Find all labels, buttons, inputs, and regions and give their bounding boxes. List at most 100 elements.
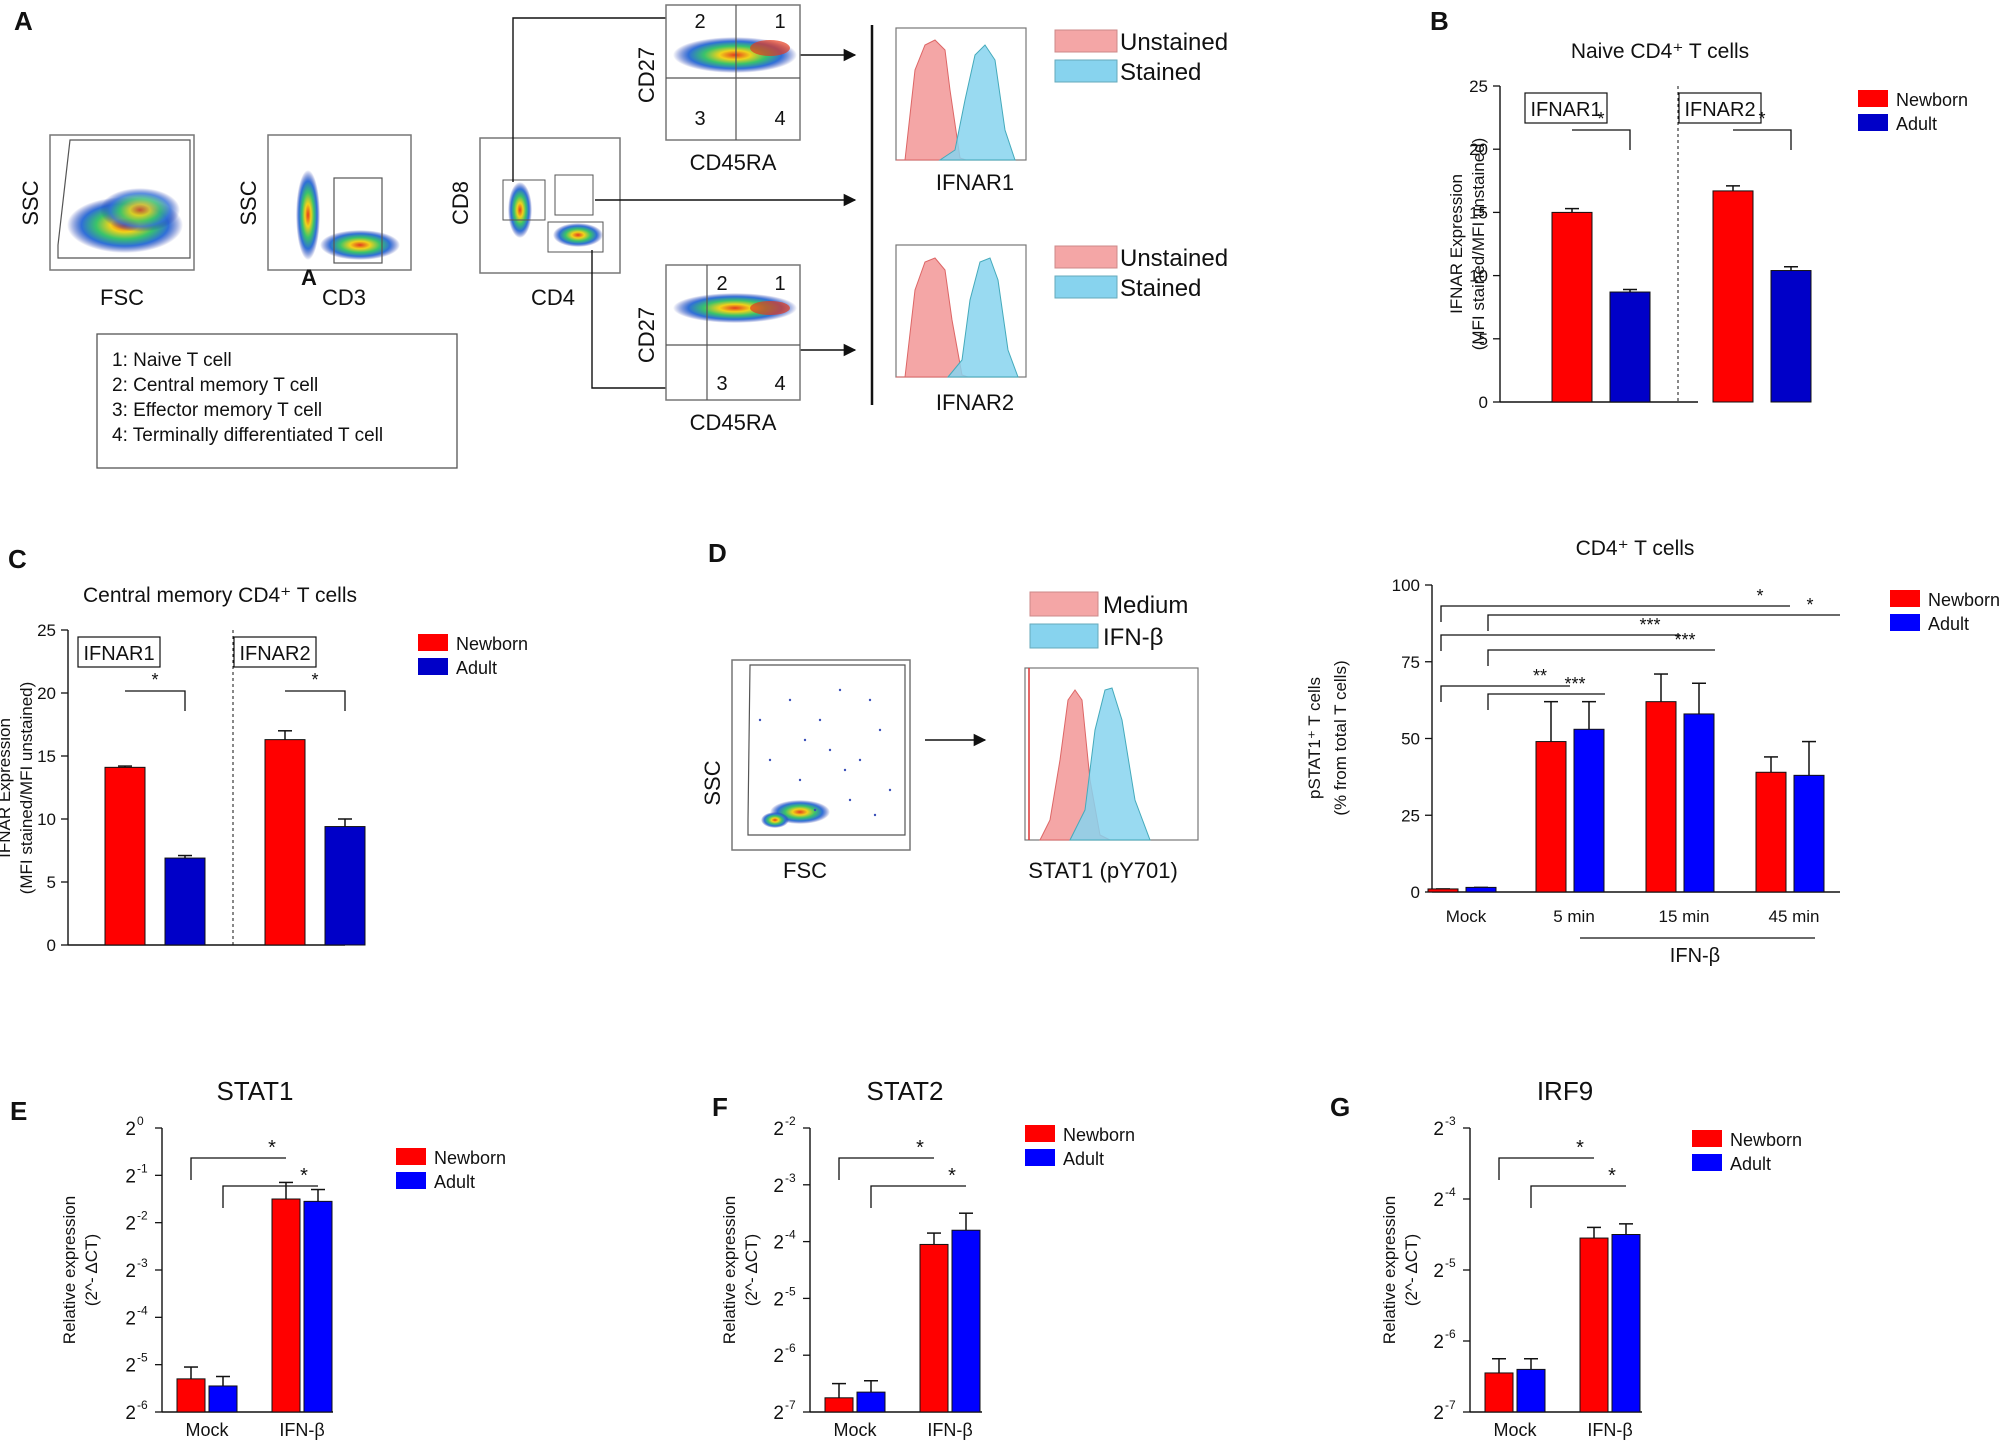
bar-newborn xyxy=(1712,190,1754,403)
legend-swatch-adult xyxy=(1890,614,1920,631)
x-tick-label: 15 min xyxy=(1658,907,1709,926)
tcell-legend-2: 2: Central memory T cell xyxy=(112,375,318,396)
y-tick-exponent: -7 xyxy=(1445,1398,1456,1412)
significance-label: * xyxy=(300,1165,308,1187)
fsc-label: FSC xyxy=(100,285,144,310)
significance-label: * xyxy=(268,1137,276,1159)
significance-label: *** xyxy=(1564,674,1585,694)
x-tick-label: 5 min xyxy=(1553,907,1595,926)
significance-bracket xyxy=(125,690,186,711)
fsc-ssc-plot: FSC SSC xyxy=(18,134,195,310)
legend-ifnb-label: IFN-β xyxy=(1103,624,1163,651)
bar-newborn xyxy=(1645,701,1677,893)
legend-label-newborn: Newborn xyxy=(456,634,528,654)
x-tick-label: Mock xyxy=(1446,907,1487,926)
legend-label-adult: Adult xyxy=(1896,114,1937,134)
chart-title: STAT1 xyxy=(216,1076,293,1106)
ifnar2-axis-label: IFNAR2 xyxy=(936,390,1014,415)
bar-adult xyxy=(1609,291,1651,403)
significance-label: * xyxy=(948,1165,956,1187)
cd27-label-bottom: CD27 xyxy=(634,307,659,363)
d-histogram: STAT1 (pY701) xyxy=(1024,667,1199,883)
significance-bracket xyxy=(838,1157,934,1180)
legend-swatch-stained xyxy=(1054,59,1118,83)
significance-label: * xyxy=(151,670,158,690)
bar-newborn xyxy=(1535,741,1567,893)
bar-adult xyxy=(1611,1234,1641,1413)
y-tick-label: 2 xyxy=(773,1119,784,1140)
significance-label: ** xyxy=(1533,666,1547,686)
legend-swatch-newborn xyxy=(1692,1130,1722,1147)
legend-swatch-adult xyxy=(1858,114,1888,131)
cd3-gate-label: A xyxy=(301,265,317,290)
y-tick-label: 10 xyxy=(1469,267,1488,286)
legend-label-adult: Adult xyxy=(1063,1149,1104,1169)
bar-adult xyxy=(951,1229,981,1413)
bar-newborn xyxy=(1551,211,1593,403)
y-axis-label: Relative expression xyxy=(720,1196,739,1344)
chart-title: STAT2 xyxy=(866,1076,943,1106)
significance-bracket xyxy=(1733,129,1792,150)
bar-adult xyxy=(303,1200,333,1413)
significance-bracket xyxy=(1487,693,1605,710)
panel-letter-c: C xyxy=(8,544,27,574)
legend-swatch-newborn xyxy=(1890,590,1920,607)
cd8-cd4-plot: CD4 CD8 xyxy=(448,137,621,310)
cd45ra-label-top: CD45RA xyxy=(690,150,777,175)
significance-bracket xyxy=(870,1185,966,1208)
significance-bracket xyxy=(285,690,346,711)
y-tick-label: 15 xyxy=(1469,203,1488,222)
cd8-label: CD8 xyxy=(448,181,473,225)
bar-newborn xyxy=(1579,1237,1609,1413)
legend-label-adult: Adult xyxy=(434,1172,475,1192)
legend-stained-label: Stained xyxy=(1120,59,1201,86)
legend-swatch-newborn xyxy=(1025,1125,1055,1142)
quadrant-3: 3 xyxy=(694,108,705,130)
d-legend-medium: Medium IFN-β xyxy=(1029,591,1188,651)
y-tick-exponent: -6 xyxy=(785,1341,796,1355)
chart-title: IRF9 xyxy=(1537,1076,1593,1106)
y-axis-label: IFNAR Expression xyxy=(0,718,14,858)
y-tick-label: 2 xyxy=(1433,1332,1444,1353)
y-tick-label: 2 xyxy=(1433,1403,1444,1424)
ssc-label: SSC xyxy=(18,180,43,225)
group-box xyxy=(77,636,161,668)
significance-label: * xyxy=(1597,109,1604,129)
y-tick-label: 5 xyxy=(1479,330,1488,349)
y-axis-label: IFNAR Expression xyxy=(1447,174,1466,314)
bar-adult xyxy=(1465,886,1497,893)
cd27-cd45ra-plot-top: 2 1 3 4 CD45RA CD27 xyxy=(634,4,801,175)
quadrant-3b: 3 xyxy=(716,373,727,395)
bar-newborn xyxy=(1484,1372,1514,1413)
legend-swatch-newborn xyxy=(396,1148,426,1165)
legend-swatch-medium xyxy=(1029,591,1099,617)
y-tick-label: 2 xyxy=(1433,1261,1444,1282)
bar-newborn xyxy=(264,739,306,946)
significance-bracket xyxy=(1440,605,1790,622)
chart-title: Central memory CD4⁺ T cells xyxy=(83,584,357,607)
y-tick-label: 50 xyxy=(1401,730,1420,749)
legend-swatch-unstained-2 xyxy=(1054,245,1118,269)
y-tick-label: 75 xyxy=(1401,653,1420,672)
significance-label: * xyxy=(311,670,318,690)
bar-newborn xyxy=(271,1198,301,1413)
ifnb-group-label: IFN-β xyxy=(1670,945,1720,967)
y-axis-label-2: (2^- ΔCT) xyxy=(742,1234,761,1306)
cd45ra-label-bottom: CD45RA xyxy=(690,410,777,435)
cd27-cd45ra-plot-bottom: 2 1 3 4 CD45RA CD27 xyxy=(634,264,801,435)
bar-newborn xyxy=(919,1243,949,1413)
legend-stain-top: Unstained Stained xyxy=(1054,29,1228,86)
x-tick-label: 45 min xyxy=(1768,907,1819,926)
legend-label-newborn: Newborn xyxy=(1928,590,2000,610)
y-tick-label: 5 xyxy=(47,873,56,892)
legend-label-adult: Adult xyxy=(1730,1154,1771,1174)
significance-label: *** xyxy=(1639,615,1660,635)
x-tick-label: Mock xyxy=(1493,1420,1537,1440)
significance-bracket xyxy=(222,1185,318,1208)
significance-label: * xyxy=(1756,586,1763,606)
bar-newborn xyxy=(1755,771,1787,893)
group-box xyxy=(1524,92,1608,124)
tcell-legend-box: 1: Naive T cell 2: Central memory T cell… xyxy=(96,333,458,469)
